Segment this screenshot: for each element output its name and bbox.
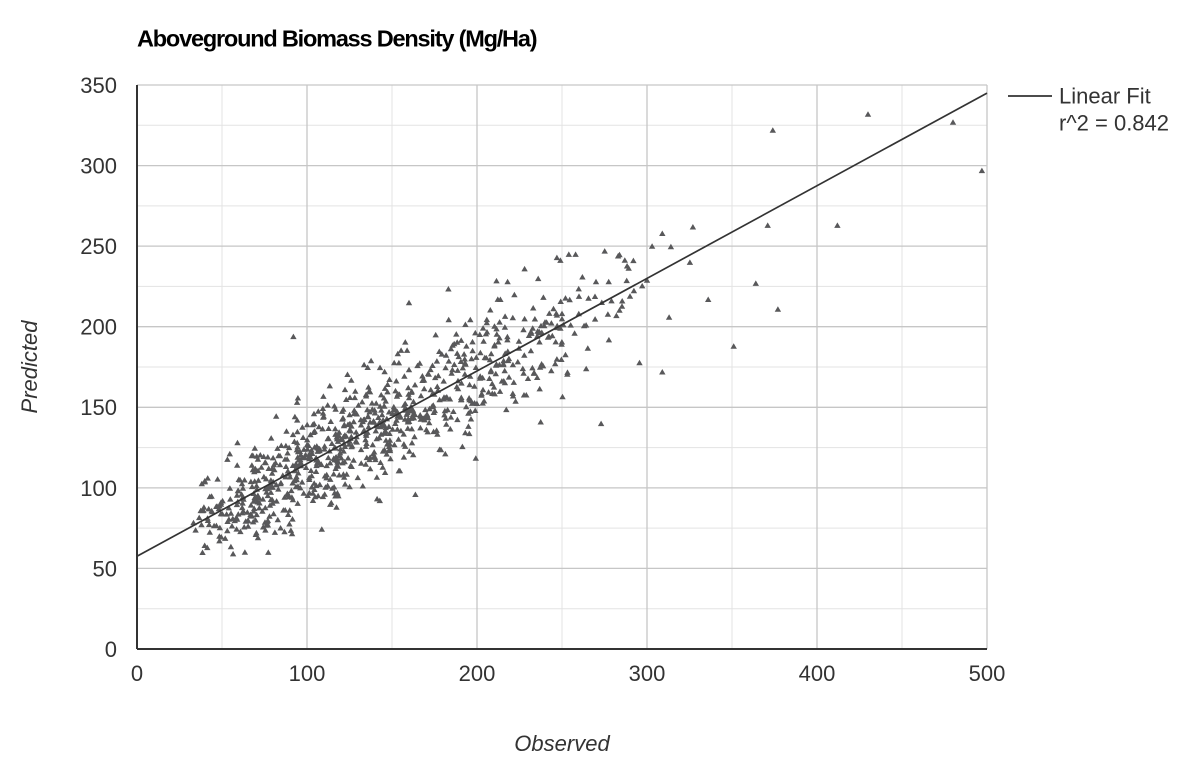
svg-text:Predicted: Predicted [17,320,42,414]
svg-text:0: 0 [105,637,117,662]
svg-text:350: 350 [80,73,117,98]
svg-text:400: 400 [799,661,836,686]
svg-text:100: 100 [289,661,326,686]
svg-text:250: 250 [80,234,117,259]
svg-text:100: 100 [80,476,117,501]
svg-text:200: 200 [80,315,117,340]
svg-text:200: 200 [459,661,496,686]
svg-text:0: 0 [131,661,143,686]
svg-text:50: 50 [93,556,117,581]
svg-text:150: 150 [80,395,117,420]
svg-text:500: 500 [969,661,1006,686]
svg-text:r^2 = 0.842: r^2 = 0.842 [1059,111,1169,136]
svg-text:300: 300 [80,154,117,179]
svg-text:300: 300 [629,661,666,686]
svg-text:Observed: Observed [514,731,610,756]
svg-text:Linear Fit: Linear Fit [1059,84,1151,109]
svg-text:Aboveground Biomass Density (M: Aboveground Biomass Density (Mg/Ha) [137,26,537,52]
